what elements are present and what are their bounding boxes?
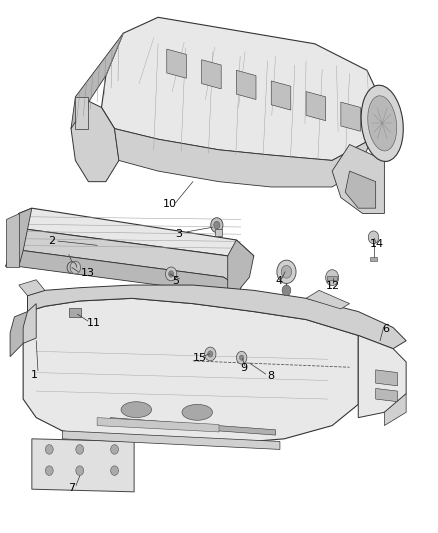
Polygon shape	[237, 70, 256, 100]
FancyBboxPatch shape	[370, 257, 377, 261]
Polygon shape	[306, 290, 350, 309]
Text: 3: 3	[176, 229, 183, 239]
Polygon shape	[385, 394, 406, 425]
Polygon shape	[75, 97, 88, 128]
Polygon shape	[341, 102, 360, 131]
FancyBboxPatch shape	[327, 276, 337, 280]
Circle shape	[325, 270, 339, 286]
Ellipse shape	[121, 402, 152, 418]
Polygon shape	[23, 298, 358, 444]
FancyBboxPatch shape	[69, 309, 81, 317]
Text: 12: 12	[326, 281, 340, 291]
Circle shape	[211, 217, 223, 232]
Text: 5: 5	[172, 276, 179, 286]
Circle shape	[214, 221, 220, 229]
Text: 10: 10	[163, 199, 177, 209]
Polygon shape	[110, 418, 276, 435]
Text: 7: 7	[68, 482, 75, 492]
Circle shape	[46, 466, 53, 475]
Text: 11: 11	[87, 318, 101, 328]
Circle shape	[277, 260, 296, 284]
Circle shape	[169, 271, 174, 277]
Circle shape	[46, 445, 53, 454]
FancyBboxPatch shape	[215, 229, 223, 236]
Circle shape	[368, 231, 379, 244]
Polygon shape	[10, 312, 28, 357]
Polygon shape	[358, 335, 406, 418]
Ellipse shape	[361, 85, 403, 161]
Circle shape	[240, 355, 244, 360]
Circle shape	[237, 351, 247, 364]
Polygon shape	[28, 285, 406, 349]
Circle shape	[111, 466, 118, 475]
Polygon shape	[6, 208, 32, 266]
Polygon shape	[10, 229, 245, 288]
Polygon shape	[201, 60, 221, 89]
Circle shape	[70, 261, 81, 274]
Ellipse shape	[182, 405, 212, 420]
Text: 6: 6	[382, 324, 389, 334]
Circle shape	[76, 445, 84, 454]
Polygon shape	[71, 33, 123, 128]
Polygon shape	[6, 251, 241, 304]
Polygon shape	[62, 431, 280, 449]
Polygon shape	[271, 81, 291, 110]
Polygon shape	[14, 208, 254, 266]
Polygon shape	[6, 214, 19, 266]
Circle shape	[166, 267, 177, 281]
Polygon shape	[306, 92, 325, 120]
Polygon shape	[102, 17, 385, 160]
Text: 15: 15	[193, 353, 207, 362]
Ellipse shape	[368, 96, 397, 151]
Circle shape	[281, 265, 292, 278]
Circle shape	[282, 285, 291, 296]
Circle shape	[111, 445, 118, 454]
Text: 9: 9	[240, 364, 248, 373]
Polygon shape	[115, 128, 371, 187]
Circle shape	[205, 347, 216, 361]
Polygon shape	[376, 389, 397, 402]
Polygon shape	[376, 370, 397, 386]
Polygon shape	[332, 144, 385, 214]
Text: 8: 8	[267, 372, 274, 381]
Polygon shape	[32, 439, 134, 492]
Polygon shape	[97, 418, 219, 432]
Polygon shape	[19, 280, 45, 296]
Text: 1: 1	[31, 370, 38, 380]
Text: 14: 14	[370, 239, 384, 249]
Polygon shape	[167, 49, 186, 78]
Text: 13: 13	[81, 268, 95, 278]
Text: 2: 2	[48, 236, 55, 246]
Text: 4: 4	[276, 276, 283, 286]
Polygon shape	[228, 240, 254, 304]
Polygon shape	[23, 304, 36, 343]
Polygon shape	[71, 97, 119, 182]
Polygon shape	[345, 171, 376, 208]
Circle shape	[76, 466, 84, 475]
Circle shape	[208, 351, 213, 357]
